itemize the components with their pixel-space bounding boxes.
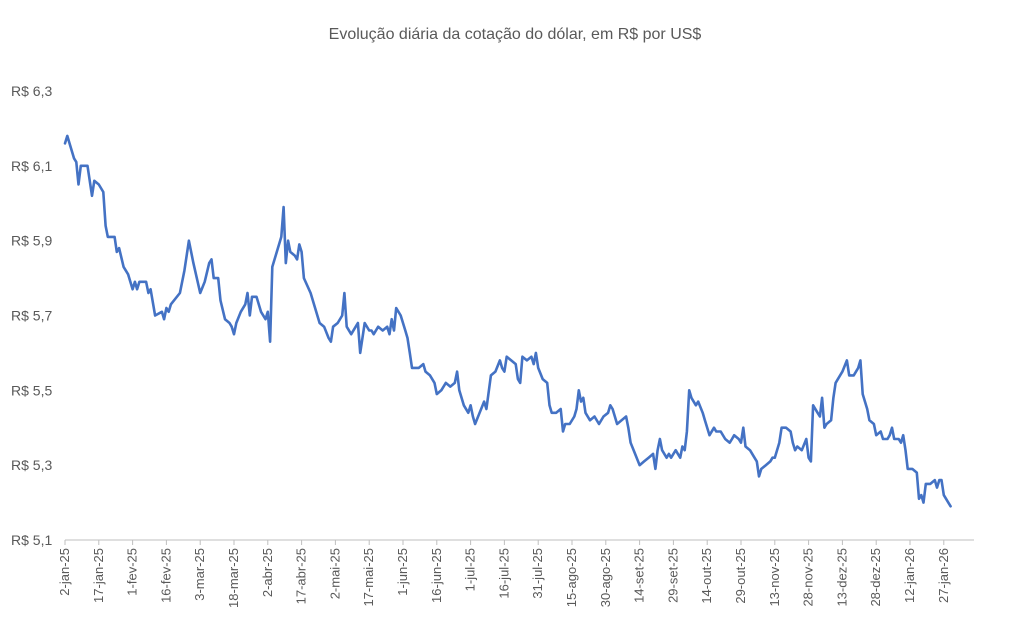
x-tick-label: 28-dez-25 [868,548,883,607]
x-tick-label: 28-nov-25 [801,548,816,607]
x-tick-label: 31-jul-25 [530,548,545,599]
x-tick-label: 12-jan-26 [902,548,917,603]
x-tick-label: 14-out-25 [699,548,714,604]
chart-title: Evolução diária da cotação do dólar, em … [328,26,702,43]
x-tick-label: 17-mai-25 [361,548,376,607]
x-tick-label: 15-ago-25 [564,548,579,607]
y-tick-label: R$ 5,7 [11,308,52,324]
x-tick-label: 17-abr-25 [294,548,309,604]
x-tick-label: 16-jul-25 [496,548,511,599]
y-tick-label: R$ 6,3 [11,83,52,99]
x-tick-label: 13-dez-25 [834,548,849,607]
y-tick-label: R$ 5,5 [11,382,52,398]
series-line [63,134,952,508]
y-tick-label: R$ 6,1 [11,158,52,174]
x-tick-label: 3-mar-25 [192,548,207,601]
x-tick-label: 17-jan-25 [91,548,106,603]
x-tick-label: 16-fev-25 [158,548,173,603]
x-tick-label: 14-set-25 [632,548,647,603]
x-tick-label: 18-mar-25 [226,548,241,608]
x-tick-label: 2-abr-25 [260,548,275,597]
y-tick-label: R$ 5,1 [11,532,52,548]
x-tick-label: 16-jun-25 [429,548,444,603]
x-tick-label: 29-out-25 [733,548,748,604]
x-tick-label: 1-fev-25 [125,548,140,596]
x-tick-label: 13-nov-25 [767,548,782,607]
x-tick-label: 2-jan-25 [57,548,72,596]
x-tick-label: 30-ago-25 [598,548,613,607]
y-tick-label: R$ 5,9 [11,233,52,249]
x-tick-label: 1-jul-25 [463,548,478,591]
y-tick-label: R$ 5,3 [11,457,52,473]
x-tick-label: 2-mai-25 [327,548,342,599]
x-tick-label: 1-jun-25 [395,548,410,596]
x-tick-label: 29-set-25 [665,548,680,603]
x-tick-label: 27-jan-26 [936,548,951,603]
